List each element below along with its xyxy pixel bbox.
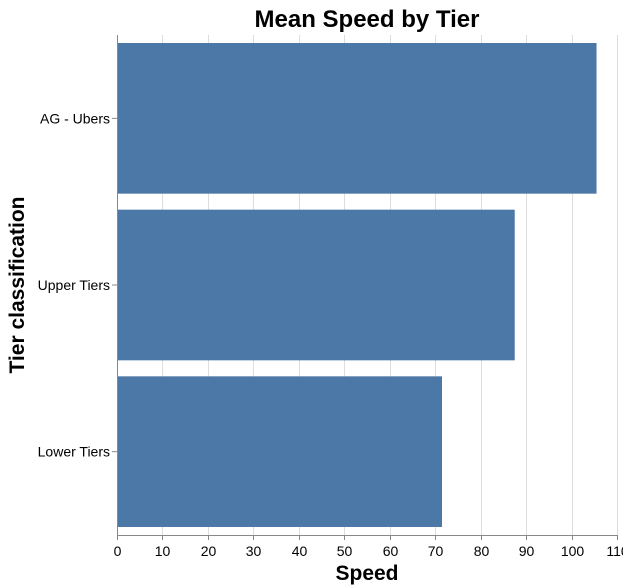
y-axis-ticks: AG - Ubers Upper Tiers Lower Tiers xyxy=(38,110,117,460)
x-tick-label: 40 xyxy=(292,543,308,559)
y-tick-label: AG - Ubers xyxy=(40,110,110,126)
x-tick-label: 30 xyxy=(246,543,262,559)
chart-title: Mean Speed by Tier xyxy=(255,6,480,33)
y-tick-label: Lower Tiers xyxy=(38,444,110,460)
x-tick-label: 20 xyxy=(201,543,217,559)
x-tick-label: 100 xyxy=(561,543,585,559)
x-tick-label: 80 xyxy=(474,543,490,559)
x-tick-label: 0 xyxy=(114,543,122,559)
bars xyxy=(117,43,597,527)
x-tick-label: 90 xyxy=(519,543,535,559)
x-axis-title: Speed xyxy=(335,562,398,585)
x-tick-label: 110 xyxy=(606,543,623,559)
y-axis-title: Tier classification xyxy=(6,196,29,373)
x-tick-label: 60 xyxy=(383,543,399,559)
bar xyxy=(117,43,597,194)
x-tick-label: 70 xyxy=(428,543,444,559)
bar xyxy=(117,209,515,361)
x-axis-ticks: 0 10 20 30 40 50 60 70 80 90 100 110 xyxy=(114,535,623,559)
x-tick-label: 50 xyxy=(337,543,353,559)
bar xyxy=(117,376,442,527)
y-tick-label: Upper Tiers xyxy=(38,277,110,293)
x-tick-label: 10 xyxy=(155,543,171,559)
